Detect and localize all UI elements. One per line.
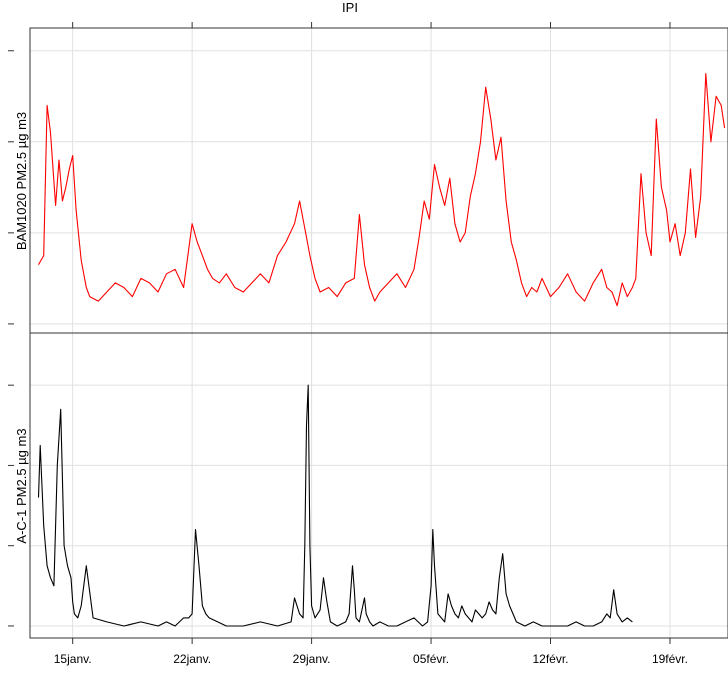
bottom-panel-grid <box>30 333 728 638</box>
series-line-ac1 <box>37 384 633 627</box>
x-tick-label-4: 12févr. <box>532 652 568 666</box>
top-panel-ylabel: BAM1020 PM2.5 µg m3 <box>14 112 29 250</box>
bottom-panel-frame <box>29 332 728 639</box>
series-line-bam1020 <box>38 72 726 307</box>
x-tick-label-0: 15janv. <box>54 652 92 666</box>
x-tick-label-3: 05févr. <box>413 652 449 666</box>
x-tick-label-5: 19févr. <box>652 652 688 666</box>
x-tick-label-1: 22janv. <box>173 652 211 666</box>
top-panel-grid <box>30 28 728 333</box>
chart-title: IPI <box>342 0 358 15</box>
x-tick-labels: 15janv. 22janv. 29janv. 05févr. 12févr. 19fév… <box>54 652 688 666</box>
axis-ticks <box>8 22 671 644</box>
x-tick-label-2: 29janv. <box>293 652 331 666</box>
bottom-panel-ylabel: A-C-1 PM2.5 µg m3 <box>14 428 29 543</box>
